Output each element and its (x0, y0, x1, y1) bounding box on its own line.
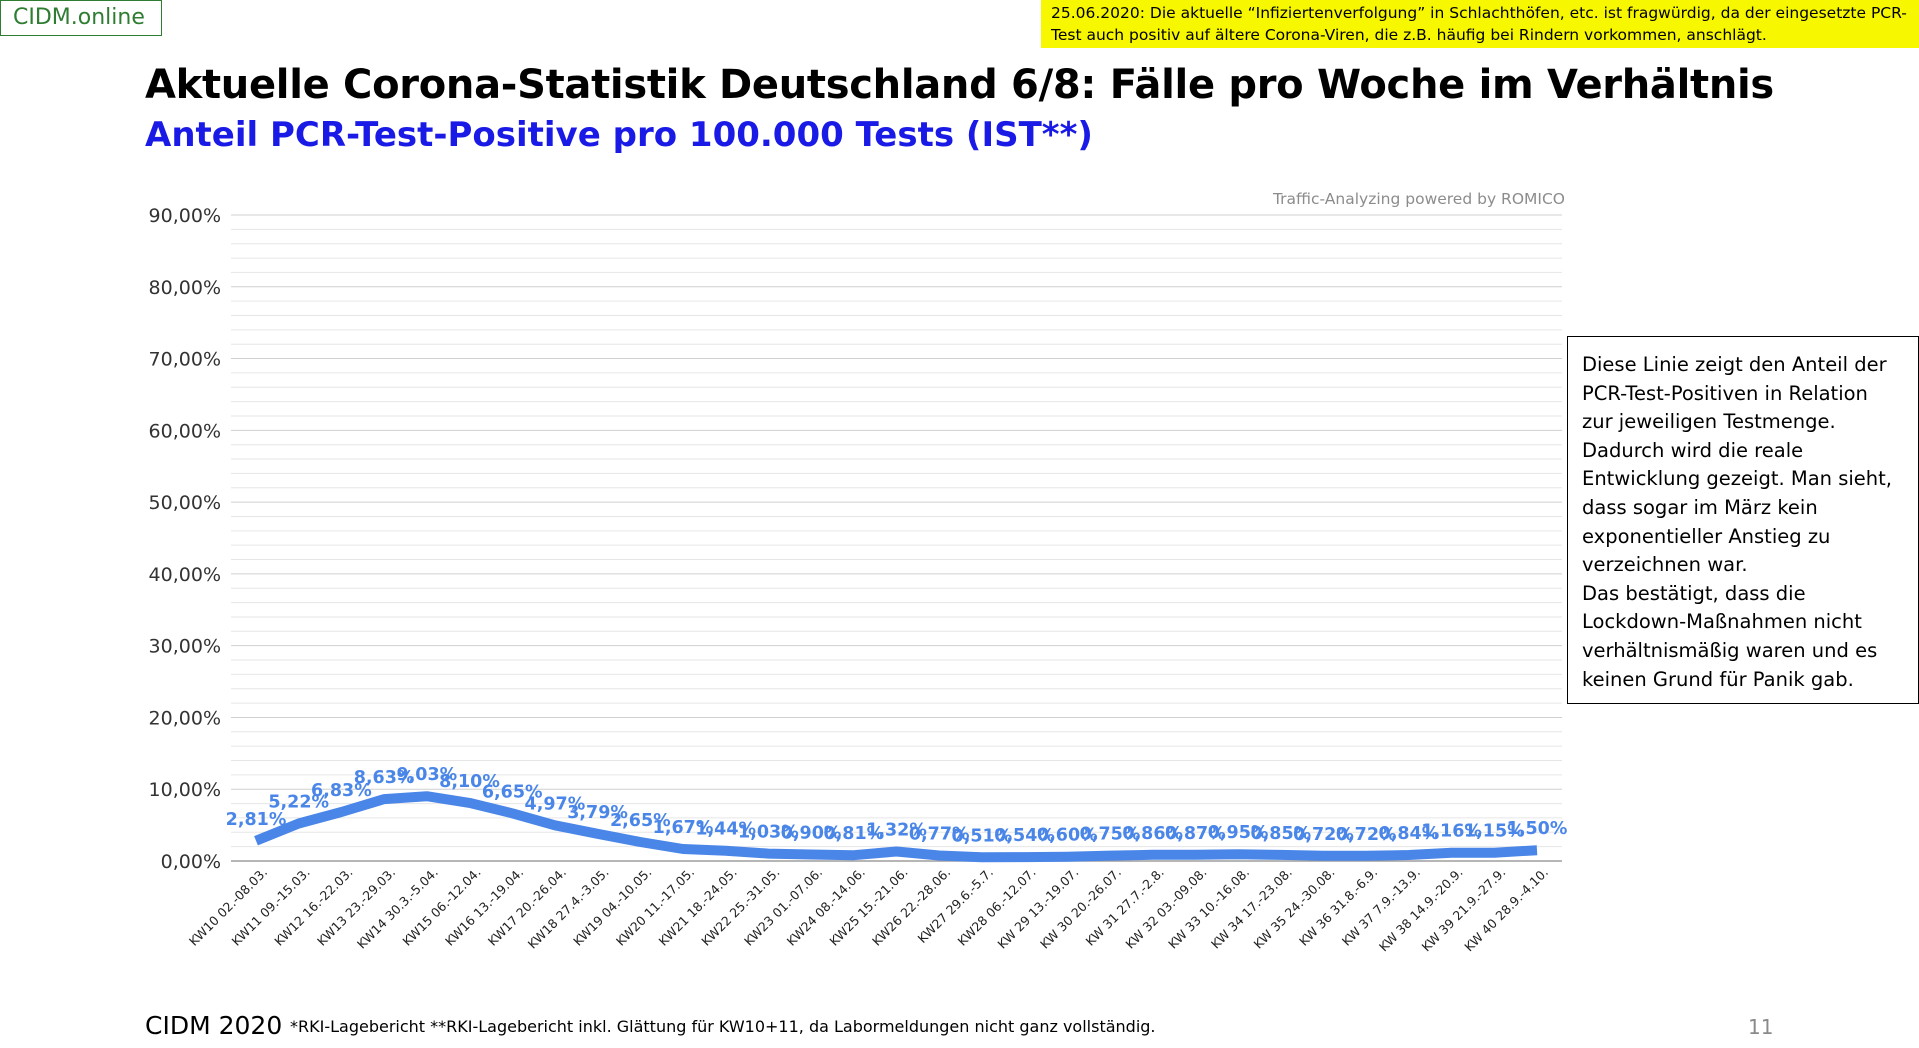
chart-y-axis: 0,00% 10,00% 20,00% 30,00% 40,00% 50,00% 60,00… (149, 205, 221, 873)
data-label: 0,54% (994, 826, 1055, 846)
x-tick-label: KW25 15.-21.06. (826, 865, 910, 949)
x-tick-label: KW13 23.-29.03. (314, 865, 398, 949)
data-label: 0,86% (1122, 824, 1183, 844)
data-label: 0,85% (1250, 824, 1311, 844)
x-tick-label: KW11 09.-15.03. (229, 865, 313, 949)
data-label: 4,97% (525, 794, 586, 814)
x-tick-label: KW23 01.-07.06. (741, 865, 825, 949)
chart-x-axis: KW10 02.-08.03.KW11 09.-15.03.KW12 16.-2… (186, 865, 1551, 955)
x-tick-label: KW24 08.-14.06. (784, 865, 868, 949)
data-label: 5,22% (268, 793, 329, 813)
x-tick-label: KW21 18.-24.05. (656, 865, 740, 949)
chart-gridlines (231, 214, 1562, 862)
data-label: 8,63% (354, 768, 415, 788)
data-label: 1,44% (695, 820, 756, 840)
x-tick-label: KW27 29.6.-5.7. (915, 865, 996, 946)
x-tick-label: KW17 20.-26.04. (485, 865, 569, 949)
page-title: Aktuelle Corona-Statistik Deutschland 6/… (145, 62, 1774, 108)
x-tick-label: KW 31 27.7.-2.8. (1083, 865, 1167, 949)
data-label: 2,65% (610, 811, 671, 831)
data-label: 1,32% (866, 821, 927, 841)
chart-watermark: Traffic-Analyzing powered by ROMICO (1272, 190, 1565, 208)
data-label: 0,87% (1165, 824, 1226, 844)
data-label: 0,51% (952, 826, 1013, 846)
data-label: 0,60% (1037, 826, 1098, 846)
data-label: 1,15% (1464, 822, 1525, 842)
data-label: 0,77% (909, 824, 970, 844)
x-tick-label: KW 37 7.9.-13.9. (1339, 865, 1423, 949)
y-tick-label: 50,00% (149, 492, 221, 514)
brand-logo: CIDM.online (0, 0, 162, 36)
x-tick-label: KW20 11.-17.05. (613, 865, 697, 949)
data-label: 0,95% (1208, 823, 1269, 843)
x-tick-label: KW 35 24.-30.08. (1251, 865, 1338, 952)
data-label: 0,81% (823, 824, 884, 844)
x-tick-label: KW 29 13.-19.07. (994, 865, 1081, 952)
x-tick-label: KW14 30.3.-5.04. (354, 865, 441, 952)
top-note-banner: 25.06.2020: Die aktuelle “Infiziertenver… (1041, 0, 1919, 48)
x-tick-label: KW 36 31.8.-6.9. (1296, 865, 1380, 949)
data-label: 0,72% (1293, 825, 1354, 845)
page-number: 11 (1748, 1015, 1774, 1039)
y-tick-label: 80,00% (149, 277, 221, 299)
y-tick-label: 40,00% (149, 564, 221, 586)
x-tick-label: KW10 02.-08.03. (186, 865, 270, 949)
x-tick-label: KW18 27.4.-3.05. (525, 865, 612, 952)
x-tick-label: KW12 16.-22.03. (271, 865, 355, 949)
chart-series (254, 791, 1538, 863)
footer-brand: CIDM 2020 (145, 1011, 283, 1040)
data-label: 8,10% (439, 772, 500, 792)
x-tick-label: KW15 06.-12.04. (399, 865, 483, 949)
x-tick-label: KW 40 28.9.-4.10. (1461, 865, 1551, 955)
y-tick-label: 60,00% (149, 420, 221, 442)
series-line (254, 791, 1538, 863)
x-tick-label: KW 32 03.-09.08. (1122, 865, 1209, 952)
data-label: 1,16% (1421, 822, 1482, 842)
x-tick-label: KW28 06.-12.07. (954, 865, 1038, 949)
chart-data-labels: 2,81%5,22%6,83%8,63%9,03%8,10%6,65%4,97%… (226, 765, 1568, 846)
data-label: 6,83% (311, 781, 372, 801)
data-label: 1,67% (653, 818, 714, 838)
x-tick-label: KW19 04.-10.05. (570, 865, 654, 949)
x-tick-label: KW22 25.-31.05. (698, 865, 782, 949)
data-label: 1,50% (1507, 819, 1568, 839)
data-label: 3,79% (567, 803, 628, 823)
data-label: 9,03% (396, 765, 457, 785)
data-label: 2,81% (226, 810, 287, 830)
x-tick-label: KW 33 10.-16.08. (1165, 865, 1252, 952)
y-tick-label: 70,00% (149, 349, 221, 371)
y-tick-label: 0,00% (161, 851, 221, 873)
data-label: 0,75% (1080, 825, 1141, 845)
y-tick-label: 10,00% (149, 779, 221, 801)
x-tick-label: KW16 13.-19.04. (442, 865, 526, 949)
data-label: 1,03% (738, 823, 799, 843)
y-tick-label: 20,00% (149, 707, 221, 729)
footer-note: *RKI-Lagebericht **RKI-Lagebericht inkl.… (290, 1017, 1156, 1036)
data-label: 6,65% (482, 782, 543, 802)
data-label: 0,72% (1336, 825, 1397, 845)
data-label: 0,90% (781, 824, 842, 844)
y-tick-label: 90,00% (149, 205, 221, 227)
x-tick-label: KW26 22.-28.06. (869, 865, 953, 949)
x-tick-label: KW 30 20.-26.07. (1037, 865, 1124, 952)
explanation-callout: Diese Linie zeigt den Anteil der PCR-Tes… (1567, 336, 1919, 704)
x-tick-label: KW 34 17.-23.08. (1208, 865, 1295, 952)
data-label: 0,84% (1379, 824, 1440, 844)
y-tick-label: 30,00% (149, 636, 221, 658)
page-subtitle: Anteil PCR-Test-Positive pro 100.000 Tes… (145, 115, 1093, 155)
